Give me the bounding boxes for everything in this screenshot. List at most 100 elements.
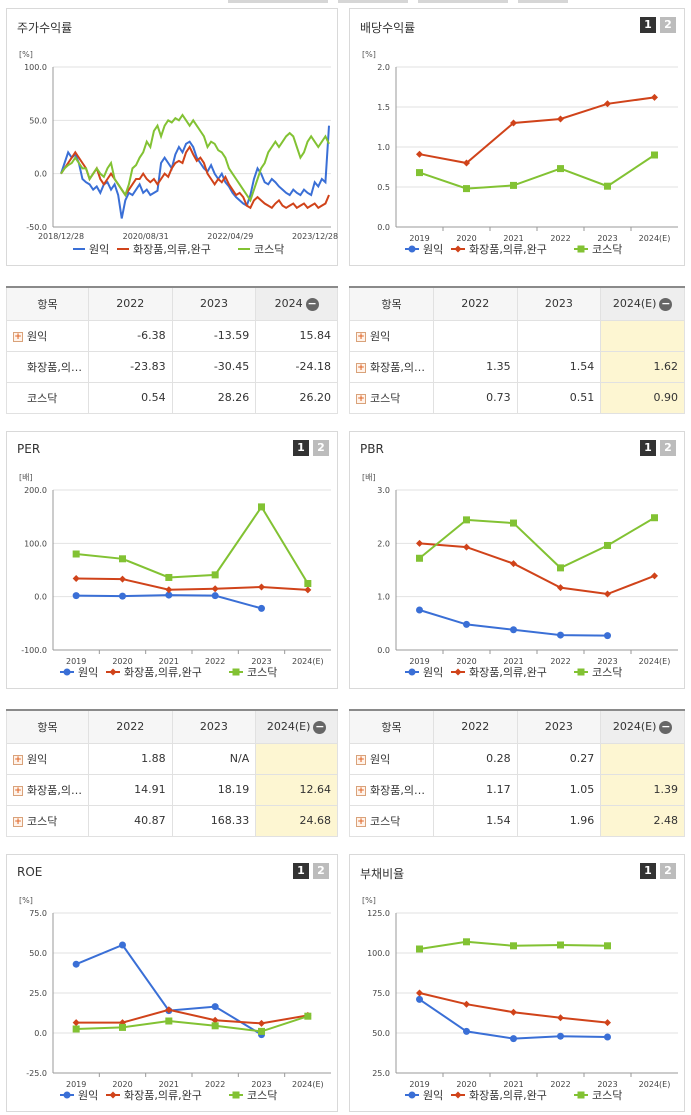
data-point — [165, 586, 173, 594]
row-name-cell[interactable]: + 원익 — [349, 319, 434, 352]
row-name-cell[interactable]: + 원익 — [6, 319, 89, 352]
expand-icon[interactable]: + — [356, 393, 366, 404]
row-name: 코스닥 — [370, 814, 401, 828]
top-tab[interactable] — [338, 0, 408, 3]
x-tick-label: 2023 — [251, 1080, 271, 1089]
page-1-button[interactable]: 1 — [640, 863, 656, 879]
legend-item[interactable]: 코스닥 — [574, 1089, 622, 1102]
row-name-cell[interactable]: + 화장품,의… — [349, 350, 434, 383]
legend-item[interactable]: 원익 — [73, 243, 109, 256]
data-point — [72, 592, 80, 600]
expand-icon[interactable]: + — [356, 816, 366, 827]
page-2-button[interactable]: 2 — [660, 440, 676, 456]
page-1-button[interactable]: 1 — [640, 440, 656, 456]
page-1-button[interactable]: 1 — [293, 440, 309, 456]
page-1-button[interactable]: 1 — [293, 863, 309, 879]
expand-icon[interactable]: + — [356, 362, 366, 373]
column-header-label: 항목 — [381, 297, 402, 311]
expand-icon[interactable]: + — [356, 785, 366, 796]
data-point — [463, 620, 470, 628]
x-tick-label: 2022 — [550, 657, 570, 666]
collapse-icon[interactable]: − — [313, 719, 327, 734]
top-tab[interactable] — [228, 0, 328, 3]
table-header-row: 항목 2022 2023 2024(E) − — [349, 709, 685, 744]
page-2-button[interactable]: 2 — [660, 17, 676, 33]
page-2-button[interactable]: 2 — [313, 440, 329, 456]
legend-item[interactable]: 화장품,의류,완구 — [106, 666, 202, 679]
row-name-cell[interactable]: + 코스닥 — [349, 804, 434, 837]
table-header-row: 항목 2022 2023 2024(E) − — [6, 709, 338, 744]
column-header-label: 항목 — [37, 297, 58, 311]
row-name-cell[interactable]: + 코스닥 — [6, 804, 89, 837]
value-cell: 0.27 — [516, 742, 602, 775]
data-point — [258, 1027, 265, 1035]
legend-item[interactable]: 원익 — [405, 1089, 443, 1102]
x-tick-label: 2023 — [597, 1080, 617, 1089]
row-name: 원익 — [27, 329, 48, 343]
legend-item[interactable]: 원익 — [60, 1089, 98, 1102]
row-name-cell[interactable]: + 원익 — [6, 742, 89, 775]
row-name-cell[interactable]: + 화장품,의… — [6, 773, 89, 806]
legend-item[interactable]: 화장품,의류,완구 — [451, 666, 547, 679]
expand-icon[interactable]: + — [356, 331, 366, 342]
table-header-row: 항목 2022 2023 2024− — [6, 286, 338, 321]
y-tick-label: 0.0 — [34, 1029, 47, 1038]
value-cell: 0.51 — [516, 381, 602, 414]
legend-item[interactable]: 코스닥 — [574, 243, 622, 256]
data-point — [211, 1016, 219, 1024]
legend-item[interactable]: 원익 — [405, 243, 443, 256]
row-name-cell[interactable]: + 원익 — [349, 742, 434, 775]
column-header-label: 2023 — [199, 297, 228, 311]
y-tick-label: 0.0 — [34, 170, 47, 179]
data-point — [258, 503, 265, 511]
page-1-button[interactable]: 1 — [640, 17, 656, 33]
table-row: + 화장품,의… 1.17 1.05 1.39 — [349, 773, 685, 806]
x-tick-label: 2022/04/29 — [207, 232, 253, 241]
x-tick-label: 2020 — [112, 657, 132, 666]
collapse-icon[interactable]: − — [659, 719, 673, 734]
data-point — [557, 584, 564, 592]
value-cell: 0.28 — [432, 742, 518, 775]
legend-item[interactable]: 원익 — [60, 666, 98, 679]
legend-item[interactable]: 코스닥 — [229, 666, 277, 679]
legend-item[interactable]: 화장품,의류,완구 — [106, 1089, 202, 1102]
x-tick-label: 2020 — [456, 234, 476, 243]
data-point — [416, 150, 423, 158]
value-cell: 24.68 — [255, 804, 338, 837]
legend-item[interactable]: 화장품,의류,완구 — [451, 243, 547, 256]
page-2-button[interactable]: 2 — [313, 863, 329, 879]
legend-item[interactable]: 코스닥 — [574, 666, 622, 679]
row-name-cell[interactable]: + 코스닥 — [349, 381, 434, 414]
y-tick-label: 200.0 — [24, 486, 47, 495]
collapse-icon[interactable]: − — [305, 296, 319, 311]
data-point — [72, 960, 80, 968]
x-tick-label: 2021 — [159, 1080, 179, 1089]
expand-icon[interactable]: + — [13, 754, 23, 765]
top-tab[interactable] — [418, 0, 508, 3]
data-point — [510, 119, 517, 127]
column-header-label: 2022 — [116, 297, 145, 311]
legend-item[interactable]: 원익 — [405, 666, 443, 679]
row-name: 원익 — [370, 329, 391, 343]
legend-item[interactable]: 화장품,의류,완구 — [451, 1089, 547, 1102]
expand-icon[interactable]: + — [13, 816, 23, 827]
collapse-icon[interactable]: − — [659, 296, 673, 311]
top-tab[interactable] — [518, 0, 568, 3]
legend-marker — [577, 245, 585, 253]
x-tick-label: 2024(E) — [292, 657, 324, 666]
legend-item[interactable]: 코스닥 — [229, 1089, 277, 1102]
value-cell: 14.91 — [87, 773, 173, 806]
expand-icon[interactable]: + — [13, 785, 23, 796]
legend-item[interactable]: 화장품,의류,완구 — [117, 243, 211, 256]
series-line — [76, 505, 309, 585]
row-name: 화장품,의… — [370, 360, 425, 374]
row-name-cell[interactable]: + 화장품,의… — [349, 773, 434, 806]
value-cell: N/A — [171, 742, 257, 775]
page-2-button[interactable]: 2 — [660, 863, 676, 879]
per-chart: [배] 200.0 100.0 0.0 -100.0 2019 2020 2021 2022 20… — [19, 473, 331, 679]
legend-item[interactable]: 코스닥 — [238, 243, 284, 256]
expand-icon[interactable]: + — [356, 754, 366, 765]
panel-title: ROE — [17, 865, 43, 879]
data-point — [72, 1025, 80, 1033]
expand-icon[interactable]: + — [13, 331, 23, 342]
